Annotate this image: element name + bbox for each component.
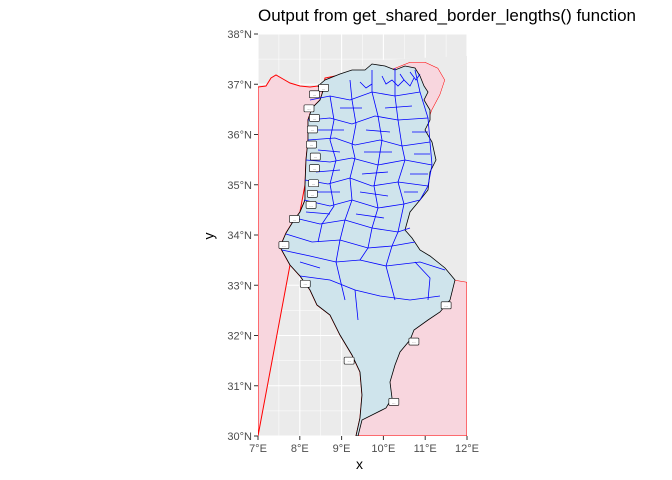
border-segment-label: ... <box>299 279 311 288</box>
axis-ticks: 7°E 8°E 9°E 10°E 11°E 12°E 38°N 37°N 36°N 35°N 34°… <box>227 29 479 455</box>
svg-text:...: ... <box>444 303 447 308</box>
x-tick-label: 12°E <box>455 443 479 455</box>
border-segment-label: ... <box>318 83 329 92</box>
border-segment-label: ... <box>308 179 319 188</box>
y-tick-label: 35°N <box>227 180 252 192</box>
sea-area <box>323 56 467 282</box>
border-segment-label: ... <box>306 140 317 149</box>
svg-text:...: ... <box>322 85 325 90</box>
x-tick-label: 7°E <box>249 443 267 455</box>
svg-text:...: ... <box>309 202 312 207</box>
svg-text:...: ... <box>282 243 285 248</box>
border-segment-label: ... <box>309 90 320 99</box>
svg-text:...: ... <box>313 115 316 120</box>
x-tick-label: 11°E <box>414 443 437 455</box>
svg-text:...: ... <box>304 281 307 286</box>
svg-text:...: ... <box>314 154 317 159</box>
svg-text:...: ... <box>310 142 313 147</box>
border-segment-label: ... <box>309 164 320 172</box>
y-tick-label: 38°N <box>227 29 252 41</box>
y-tick-label: 32°N <box>227 331 252 343</box>
y-tick-label: 33°N <box>227 280 252 292</box>
svg-text:...: ... <box>312 181 315 186</box>
tunisia-region <box>279 63 456 436</box>
border-segment-label: ... <box>408 337 420 346</box>
border-segment-label: ... <box>307 189 318 198</box>
svg-text:...: ... <box>313 166 316 171</box>
delegation-boundaries <box>281 68 446 321</box>
border-segment-label: ... <box>307 125 318 134</box>
border-segment-label: ... <box>305 201 317 209</box>
y-tick-label: 34°N <box>227 230 252 242</box>
y-tick-label: 30°N <box>227 431 252 443</box>
svg-text:...: ... <box>311 191 314 196</box>
x-axis-label: x <box>356 456 363 472</box>
svg-text:...: ... <box>412 339 415 344</box>
x-tick-label: 8°E <box>291 443 309 455</box>
svg-text:...: ... <box>293 216 296 221</box>
svg-text:...: ... <box>313 92 316 97</box>
border-segment-label: ... <box>309 152 321 161</box>
border-segment-label: ... <box>388 398 400 406</box>
y-tick-label: 37°N <box>227 79 252 91</box>
y-tick-label: 36°N <box>227 130 252 142</box>
svg-text:...: ... <box>311 127 314 132</box>
y-axis-label: y <box>200 232 217 240</box>
plot-title: Output from get_shared_border_lengths() … <box>258 6 637 25</box>
border-segment-label: ... <box>440 301 452 310</box>
x-tick-label: 9°E <box>333 443 351 455</box>
x-tick-label: 10°E <box>371 443 395 455</box>
border-segment-label: ... <box>343 356 355 365</box>
y-tick-label: 31°N <box>227 381 252 393</box>
svg-text:...: ... <box>392 399 395 404</box>
svg-text:...: ... <box>307 106 310 111</box>
border-segment-label: ... <box>278 241 290 249</box>
border-segment-labels: ........................................… <box>278 83 452 406</box>
border-segment-label: ... <box>289 215 300 223</box>
border-segment-label: ... <box>309 114 320 122</box>
svg-text:...: ... <box>347 358 350 363</box>
border-segment-label: ... <box>303 104 315 113</box>
